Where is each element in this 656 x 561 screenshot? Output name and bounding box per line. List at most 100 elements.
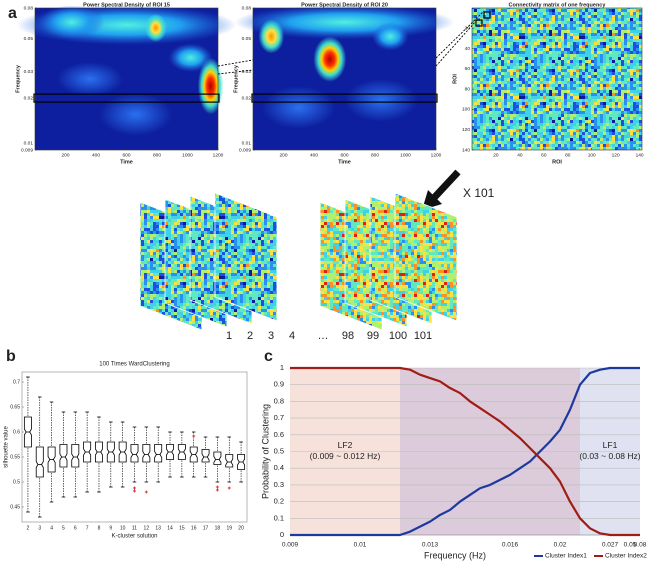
x-tick-label: 7 (86, 525, 89, 531)
x-tick-label: 10 (120, 525, 126, 531)
x-tick-label: 11 (132, 525, 137, 531)
x-tick-label: 600 (340, 152, 348, 158)
x-tick-label: 40 (517, 152, 523, 158)
x-tick-label: 20 (238, 525, 244, 531)
heatmap-image (16, 5, 237, 150)
x-tick-label: 3 (38, 525, 41, 531)
x-axis-label: Time (338, 159, 351, 165)
x-tick-label: 19 (226, 525, 232, 531)
stack-label: 101 (414, 330, 432, 342)
y-tick-label: 0.2 (274, 497, 284, 506)
chart-title: 100 Times WardClustering (99, 362, 169, 368)
x-tick-label: 9 (109, 525, 112, 531)
heatmap-blob (197, 57, 224, 115)
connector (435, 10, 485, 59)
y-tick-label: 0.01 (242, 140, 252, 146)
x-tick-label: 15 (179, 525, 185, 531)
y-tick-label: 0.6 (274, 430, 284, 439)
x-tick-label: 16 (191, 525, 197, 531)
x-tick-label: 0.016 (502, 542, 519, 549)
matrix-sheet (214, 192, 278, 322)
x-tick-label: 14 (167, 525, 173, 531)
x-tick-label: 120 (612, 152, 620, 158)
y-tick-label: 0.8 (274, 396, 284, 405)
y-tick-label: 0.009 (239, 147, 251, 153)
multiplier: X 101 (463, 186, 495, 200)
outlier (133, 486, 136, 490)
outlier (227, 486, 231, 490)
plot-frame (21, 371, 248, 523)
band-label: LF1 (603, 440, 618, 450)
selection-box (251, 93, 438, 103)
stack-label: 4 (289, 330, 295, 342)
band-sublabel: (0.03 ~ 0.08 Hz) (579, 451, 640, 461)
box (59, 444, 68, 468)
x-axis-label: K-cluster solution (111, 534, 157, 540)
x-tick-label: 5 (62, 525, 65, 531)
selection-box (33, 93, 220, 103)
x-tick-label: 400 (92, 152, 100, 158)
box (142, 444, 151, 463)
box (130, 444, 139, 463)
y-tick-label: 0.4 (274, 463, 284, 472)
x-tick-label: 0.05 (624, 542, 637, 549)
y-tick-label: 0.08 (242, 5, 252, 11)
legend-label: Cluster Index1 (545, 553, 587, 560)
x-tick-label: 1200 (431, 152, 442, 158)
outlier (144, 490, 148, 494)
heatmap-image (472, 8, 642, 150)
selection-box (483, 11, 491, 19)
y-tick-label: 0.55 (10, 454, 20, 460)
line-series (290, 366, 640, 537)
y-tick-label: 0 (280, 530, 284, 539)
stack-label: 98 (342, 330, 354, 342)
y-tick-label: 0.02 (24, 95, 34, 101)
stack-label: 1 (226, 330, 232, 342)
arrow (429, 169, 461, 203)
y-axis-label: Frequency (15, 64, 21, 93)
y-tick-label: 120 (462, 127, 470, 133)
box (47, 446, 56, 473)
y-tick-label: 0.6 (13, 429, 20, 435)
box (154, 444, 163, 463)
x-tick-label: 0.027 (602, 542, 619, 549)
y-tick-label: 0.65 (10, 404, 20, 410)
band-sublabel: (0.009 ~ 0.012 Hz) (310, 451, 381, 461)
y-tick-label: 0.7 (13, 379, 20, 385)
outlier (215, 488, 219, 492)
outlier (133, 489, 136, 493)
y-tick-label: 0.03 (24, 69, 34, 75)
y-tick-label: 0.08 (24, 5, 34, 11)
x-tick-label: 800 (371, 152, 379, 158)
stack-label: … (318, 330, 329, 342)
heatmap-blob (344, 79, 418, 122)
x-tick-label: 6 (74, 525, 77, 531)
x-tick-label: 0.013 (422, 542, 439, 549)
box (225, 454, 234, 468)
y-tick-label: 0.01 (24, 140, 34, 146)
y-tick-label: 0.009 (21, 147, 33, 153)
y-tick-label: 60 (465, 66, 471, 72)
y-tick-label: 0.02 (242, 95, 252, 101)
x-tick-label: 12 (144, 525, 150, 531)
x-axis-label: Frequency (Hz) (424, 550, 486, 560)
chart-title: Power Spectral Density of ROI 15 (83, 2, 170, 8)
x-tick-label: 13 (155, 525, 161, 531)
x-tick-label: 140 (636, 152, 644, 158)
selection-box (475, 19, 483, 27)
plot-frame (471, 7, 643, 151)
y-tick-label: 0.1 (274, 513, 284, 522)
stack-label: 100 (389, 330, 407, 342)
heatmap-blob (371, 22, 409, 51)
line-series (290, 366, 640, 537)
x-tick-label: 100 (588, 152, 596, 158)
y-tick-label: 0.45 (10, 504, 20, 510)
heatmap-blob (56, 61, 123, 97)
x-tick-label: 0.02 (554, 542, 567, 549)
y-tick-label: 0.7 (274, 413, 284, 422)
x-tick-label: 20 (493, 152, 499, 158)
x-tick-label: 400 (310, 152, 318, 158)
heatmap-blob (258, 19, 285, 54)
heatmap-blob (99, 93, 173, 136)
box (71, 444, 80, 468)
